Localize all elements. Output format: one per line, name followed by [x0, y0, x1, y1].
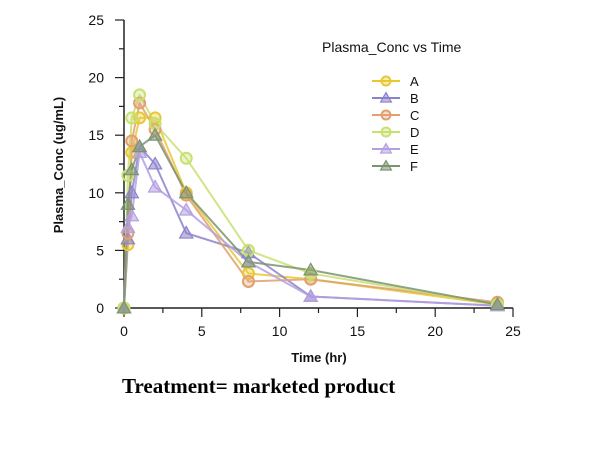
- y-tick-label: 0: [96, 300, 104, 316]
- data-point-e: [124, 208, 140, 222]
- legend-label-c: C: [410, 108, 419, 123]
- y-tick-label: 5: [96, 242, 104, 258]
- data-point-f: [178, 184, 194, 199]
- data-point-d: [125, 111, 139, 125]
- data-point-f: [303, 262, 319, 276]
- x-tick-label: 15: [350, 323, 366, 339]
- data-point-f: [147, 127, 163, 141]
- x-tick-label: 20: [427, 323, 443, 339]
- data-point-e: [120, 219, 136, 233]
- legend-marker-e: [379, 142, 393, 154]
- legend-label-f: F: [410, 159, 418, 174]
- data-point-d: [179, 151, 193, 165]
- data-point-e: [147, 179, 163, 193]
- legend-marker-d: [380, 126, 392, 138]
- y-tick-label: 10: [88, 185, 104, 201]
- treatment-caption: Treatment= marketed product: [122, 374, 396, 398]
- data-point-e: [303, 288, 319, 303]
- data-point-f: [124, 161, 140, 176]
- data-point-b: [147, 156, 163, 170]
- legend-marker-c: [380, 109, 392, 121]
- data-point-f: [131, 138, 148, 153]
- legend-marker-a: [380, 75, 392, 87]
- legend-marker-f: [379, 159, 393, 171]
- data-point-f: [240, 254, 257, 268]
- x-tick-label: 10: [272, 323, 288, 339]
- y-axis: 0 5 10 15 20 25: [88, 12, 125, 316]
- x-tick-label: 0: [120, 323, 128, 339]
- legend-label-d: D: [410, 125, 419, 140]
- data-point-d: [133, 88, 147, 102]
- data-point-f: [489, 296, 506, 311]
- series-markers: [116, 88, 506, 315]
- data-point-e: [178, 202, 194, 216]
- legend-marker-b: [379, 91, 393, 103]
- y-tick-label: 15: [88, 127, 104, 143]
- legend-label-a: A: [410, 74, 419, 89]
- y-tick-label: 20: [88, 70, 104, 86]
- data-point-c: [241, 275, 255, 289]
- data-point-f: [120, 196, 136, 210]
- y-axis-title: Plasma_Conc (ug/mL): [51, 97, 66, 234]
- x-axis: 0 5 10 15 20 25: [120, 307, 521, 339]
- x-tick-label: 5: [198, 323, 206, 339]
- data-point-b: [178, 225, 194, 239]
- legend-label-b: B: [410, 91, 419, 106]
- x-tick-label: 25: [505, 323, 521, 339]
- data-point-c: [125, 134, 139, 148]
- y-tick-label: 25: [88, 12, 104, 28]
- legend-label-e: E: [410, 142, 419, 157]
- data-point-b: [124, 184, 140, 199]
- x-axis-title: Time (hr): [291, 350, 346, 365]
- legend-title: Plasma_Conc vs Time: [322, 39, 461, 55]
- data-point-f: [116, 300, 132, 314]
